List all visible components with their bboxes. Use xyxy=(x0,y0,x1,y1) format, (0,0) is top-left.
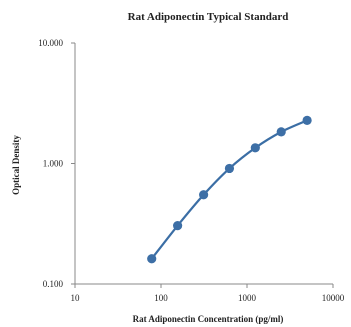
x-tick-label: 100 xyxy=(154,293,168,303)
y-axis-label: Optical Density xyxy=(11,135,21,195)
x-tick-label: 10 xyxy=(71,293,81,303)
data-point xyxy=(147,254,157,264)
data-point xyxy=(276,127,286,137)
x-axis-label: Rat Adiponectin Concentration (pg/ml) xyxy=(133,314,284,324)
data-point xyxy=(302,115,312,125)
plot-area xyxy=(74,43,333,285)
data-point xyxy=(173,221,183,231)
data-point xyxy=(250,143,260,153)
data-point xyxy=(199,190,209,200)
y-tick-label: 10.000 xyxy=(38,38,63,48)
data-point xyxy=(224,163,235,174)
x-tick-label: 10000 xyxy=(322,293,345,303)
y-tick-label: 1.000 xyxy=(43,159,64,169)
x-axis-ticks: 10 100 1000 10000 xyxy=(71,284,345,303)
y-axis-ticks: 0.100 1.000 10.000 xyxy=(38,38,75,289)
series-line xyxy=(150,119,308,260)
series-layer xyxy=(147,115,312,264)
chart-title: Rat Adiponectin Typical Standard xyxy=(128,11,289,23)
x-tick-label: 1000 xyxy=(238,293,257,303)
y-tick-label: 0.100 xyxy=(43,279,64,289)
